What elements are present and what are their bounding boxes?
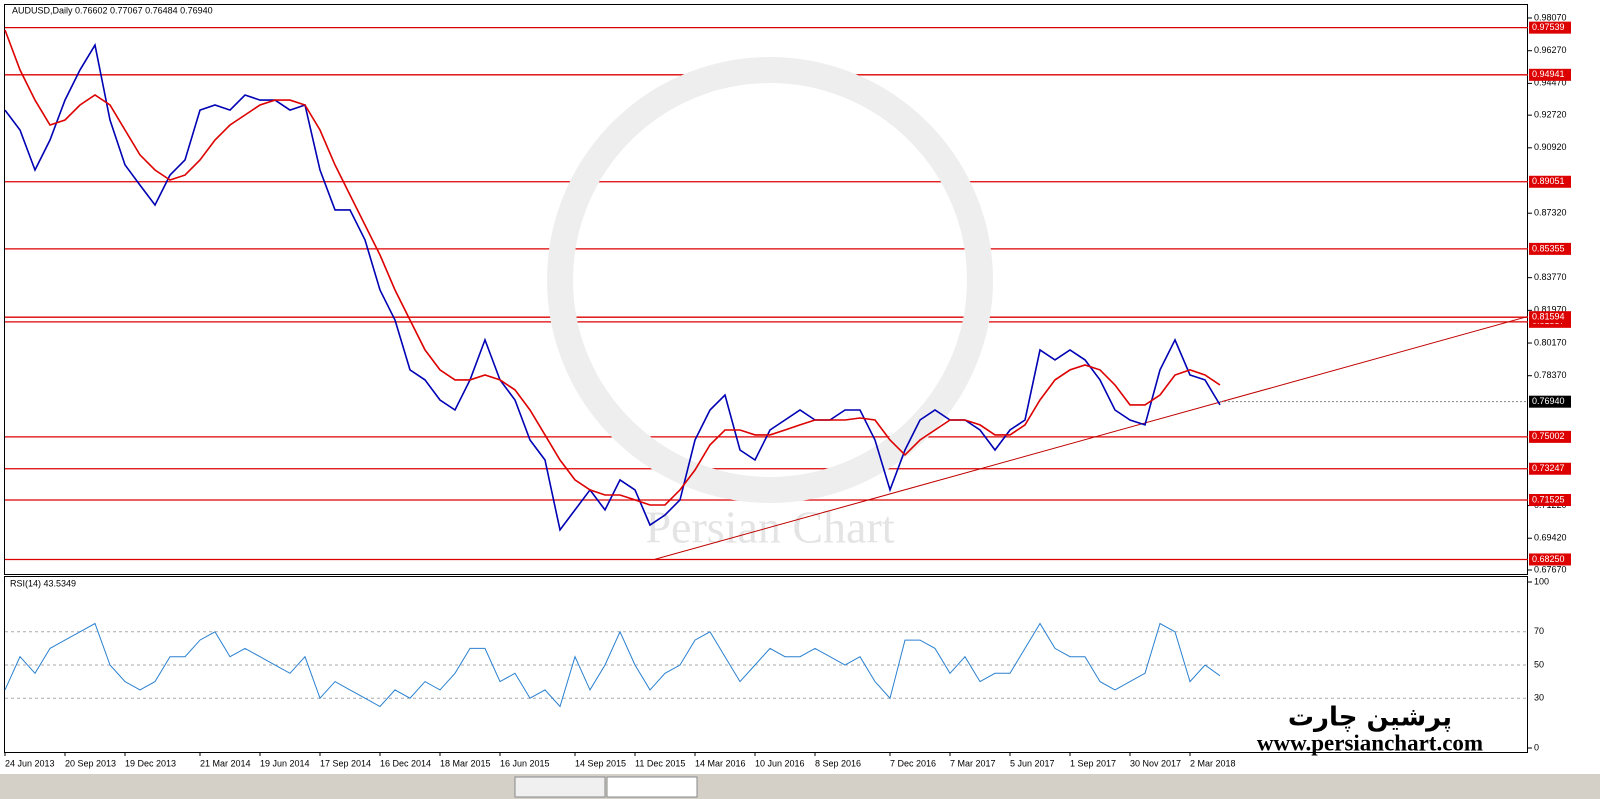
x-tick-label: 19 Jun 2014 (260, 758, 310, 768)
series-line (4, 622, 1221, 708)
level-label-box (1529, 462, 1571, 475)
tab (606, 776, 698, 798)
rsi-title: RSI(14) 43.5349 (10, 578, 76, 588)
level-label-box (1529, 311, 1571, 324)
y-tick-label: 0.98070 (1534, 12, 1567, 22)
level-label: 0.89051 (1532, 176, 1565, 186)
x-tick-label: 10 Jun 2016 (755, 758, 805, 768)
price-panel (4, 4, 1528, 575)
watermark-logo (547, 57, 993, 503)
x-tick-label: 20 Sep 2013 (65, 758, 116, 768)
level-label: 0.94941 (1532, 69, 1565, 79)
level-label: 0.85355 (1532, 243, 1565, 253)
y-tick-label: 0.83770 (1534, 272, 1567, 282)
level-label-box (1529, 430, 1571, 443)
series-line (4, 29, 1221, 506)
level-label: 0.97539 (1532, 22, 1565, 32)
x-tick-label: 24 Jun 2013 (5, 758, 55, 768)
y-tick-label: 0 (1534, 742, 1539, 752)
y-tick-label: 0.92720 (1534, 110, 1567, 120)
level-label-box (1529, 553, 1571, 566)
y-tick-label: 100 (1534, 576, 1549, 586)
x-tick-label: 7 Dec 2016 (890, 758, 936, 768)
x-tick-label: 5 Jun 2017 (1010, 758, 1055, 768)
y-tick-label: 0.81970 (1534, 305, 1567, 315)
y-tick-label: 0.69420 (1534, 533, 1567, 543)
level-label: 0.71525 (1532, 494, 1565, 504)
x-tick-label: 1 Sep 2017 (1070, 758, 1116, 768)
chart-title: AUDUSD,Daily 0.76602 0.77067 0.76484 0.7… (12, 5, 213, 15)
last-price-label: 0.76940 (1532, 396, 1565, 406)
tab (514, 776, 606, 798)
y-tick-label: 30 (1534, 693, 1544, 703)
x-tick-label: 21 Mar 2014 (200, 758, 251, 768)
x-tick-label: 16 Dec 2014 (380, 758, 431, 768)
x-tick-label: 2 Mar 2018 (1190, 758, 1236, 768)
y-tick-label: 0.78370 (1534, 370, 1567, 380)
x-tick-label: 7 Mar 2017 (950, 758, 996, 768)
level-label: 0.73247 (1532, 463, 1565, 473)
x-tick-label: 11 Dec 2015 (635, 758, 685, 768)
brand-url: www.persianchart.com (1257, 730, 1483, 755)
y-tick-label: 50 (1534, 659, 1544, 669)
x-tick-label: 14 Mar 2016 (695, 758, 746, 768)
level-label: 0.75002 (1532, 431, 1565, 441)
x-tick-label: 8 Sep 2016 (815, 758, 861, 768)
level-label-box (1529, 21, 1571, 34)
level-label-box (1529, 175, 1571, 188)
y-tick-label: 0.90920 (1534, 142, 1567, 152)
tab-bar (0, 774, 1600, 799)
level-label-box (1529, 242, 1571, 255)
x-tick-label: 17 Sep 2014 (320, 758, 371, 768)
last-price-box (1529, 395, 1571, 408)
x-tick-label: 18 Mar 2015 (440, 758, 491, 768)
x-tick-label: 14 Sep 2015 (575, 758, 626, 768)
y-tick-label: 0.67670 (1534, 564, 1567, 574)
x-tick-label: 19 Dec 2013 (125, 758, 176, 768)
y-tick-label: 0.80170 (1534, 337, 1567, 347)
rsi-panel (4, 576, 1528, 753)
y-tick-label: 0.96270 (1534, 45, 1567, 55)
x-tick-label: 16 Jun 2015 (500, 758, 550, 768)
brand-name: پرشین چارت (1288, 703, 1452, 733)
level-label: 0.68250 (1532, 554, 1565, 564)
y-tick-label: 0.94470 (1534, 78, 1567, 88)
level-label-box (1529, 494, 1571, 507)
trendline (654, 315, 1529, 560)
y-tick-label: 0.87320 (1534, 208, 1567, 218)
y-tick-label: 70 (1534, 626, 1544, 636)
level-label: 0.81594 (1532, 312, 1565, 322)
level-label-box (1529, 68, 1571, 81)
x-tick-label: 30 Nov 2017 (1130, 758, 1181, 768)
